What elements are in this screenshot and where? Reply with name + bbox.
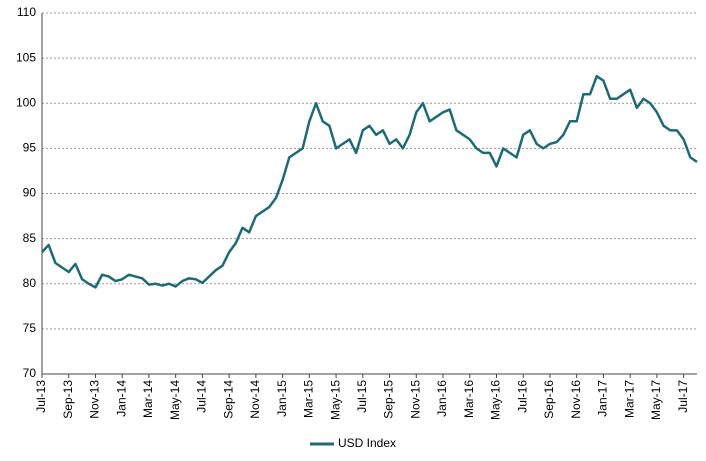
x-tick-label: Jan-14 (114, 380, 128, 417)
x-tick-label: May-16 (489, 380, 503, 420)
x-tick-label: Nov-13 (88, 380, 102, 419)
y-tick-label: 75 (23, 321, 37, 335)
y-tick-label: 110 (17, 5, 36, 19)
y-tick-label: 80 (23, 276, 37, 290)
x-tick-label: Jan-15 (275, 380, 289, 417)
x-tick-label: Jul-13 (34, 380, 48, 413)
x-tick-label: Jul-15 (355, 380, 369, 413)
x-tick-label: Jan-17 (596, 380, 610, 417)
x-tick-label: Mar-15 (302, 380, 316, 418)
x-tick-label: Sep-16 (542, 380, 556, 419)
y-tick-label: 70 (23, 366, 37, 380)
y-tick-label: 95 (23, 141, 37, 155)
x-tick-label: Mar-17 (622, 380, 636, 418)
x-tick-label: Jul-16 (515, 380, 529, 413)
x-tick-label: Nov-14 (248, 380, 262, 419)
x-tick-label: Jan-16 (435, 380, 449, 417)
x-tick-label: Sep-13 (61, 380, 75, 419)
x-tick-label: Jul-14 (195, 380, 209, 413)
y-tick-label: 90 (23, 186, 37, 200)
x-tick-label: Mar-16 (462, 380, 476, 418)
x-tick-label: May-17 (649, 380, 663, 420)
x-tick-label: Mar-14 (141, 380, 155, 418)
y-tick-label: 100 (16, 95, 36, 109)
x-tick-label: Sep-15 (382, 380, 396, 419)
x-tick-label: Nov-15 (408, 380, 422, 419)
y-tick-label: 85 (23, 231, 37, 245)
x-tick-label: Sep-14 (221, 380, 235, 419)
x-tick-label: Nov-16 (569, 380, 583, 419)
x-tick-label: Jul-17 (676, 380, 690, 413)
x-tick-label: May-15 (328, 380, 342, 420)
y-tick-label: 105 (16, 50, 36, 64)
data-line (41, 74, 698, 289)
x-tick-label: May-14 (168, 380, 182, 420)
legend-label: USD Index (338, 436, 396, 450)
